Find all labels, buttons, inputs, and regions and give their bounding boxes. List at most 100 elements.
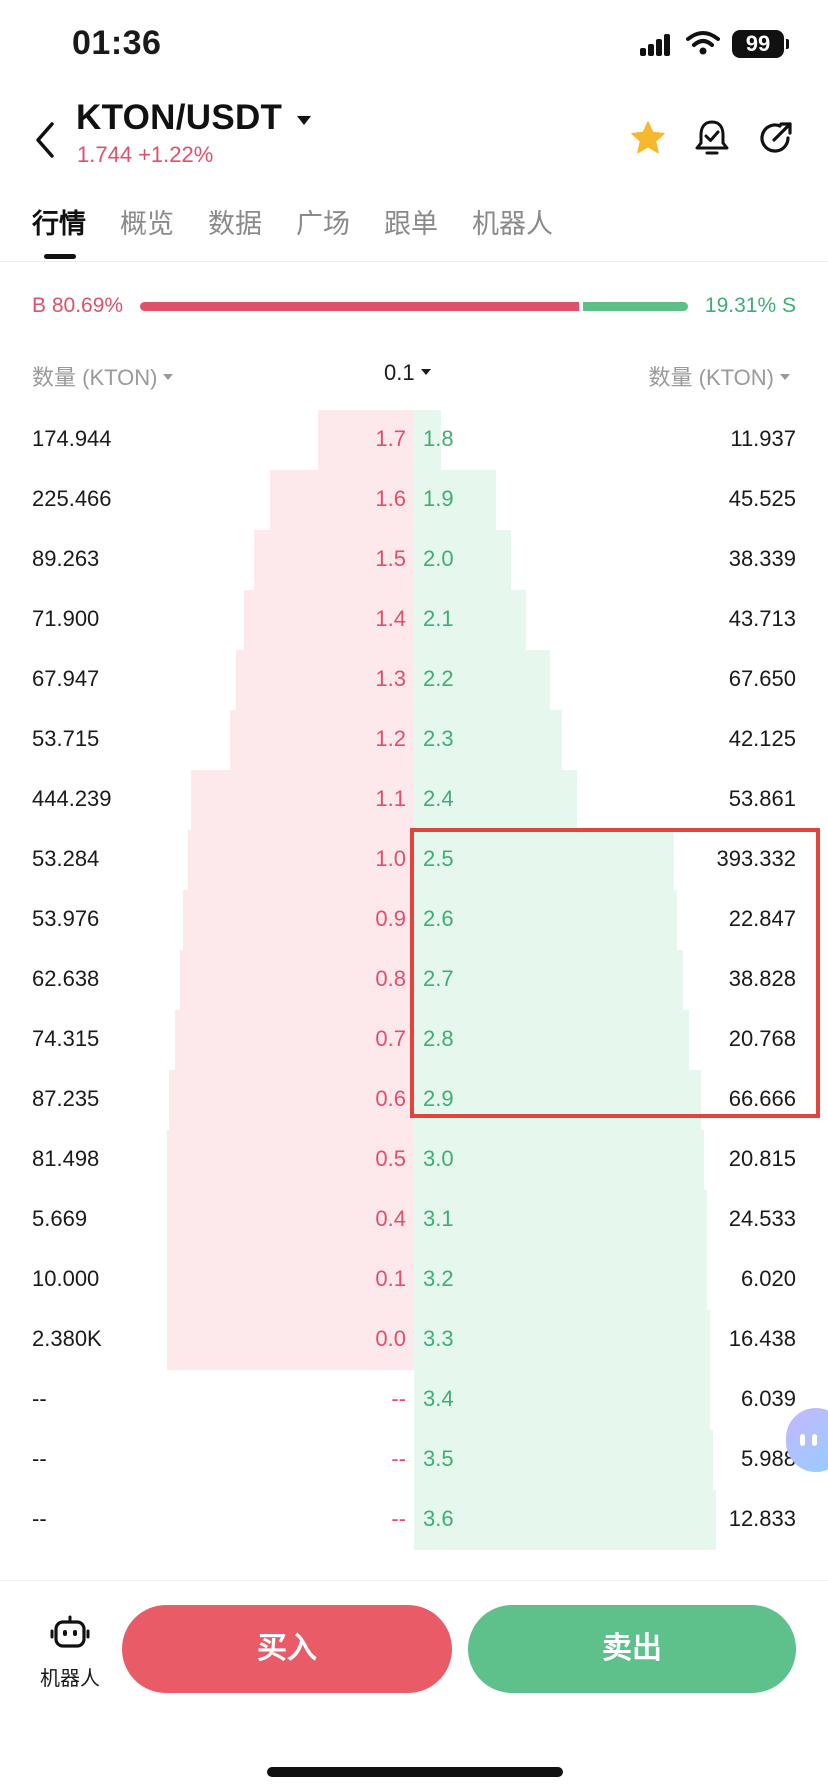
tab-robot[interactable]: 机器人 xyxy=(472,209,553,239)
ask-qty-header[interactable]: 数量 (KTON) xyxy=(649,360,790,392)
ask-quantity: 43.713 xyxy=(728,606,796,631)
status-time: 01:36 xyxy=(72,24,162,62)
order-book-row[interactable]: 2.380K 0.0 3.3 16.438 xyxy=(0,1310,828,1370)
buy-button[interactable]: 买入 xyxy=(122,1605,452,1693)
order-book: 174.944 1.7 1.8 11.937 225.466 1.6 1.9 45.525 89… xyxy=(0,410,828,1570)
ask-price: 3.1 xyxy=(423,1206,454,1231)
tab-copy-trading[interactable]: 跟单 xyxy=(384,209,438,239)
bid-price: 0.5 xyxy=(375,1146,406,1171)
ask-price: 2.7 xyxy=(423,966,454,991)
bid-price: 0.8 xyxy=(375,966,406,991)
precision-select[interactable]: 0.1 xyxy=(384,360,431,386)
ask-quantity: 22.847 xyxy=(728,906,796,931)
bottom-bar: 机器人 买入 卖出 xyxy=(0,1580,828,1792)
pair-title[interactable]: KTON/USDT xyxy=(76,98,283,137)
tab-square[interactable]: 广场 xyxy=(296,209,350,239)
sell-button[interactable]: 卖出 xyxy=(468,1605,796,1693)
ask-depth-bar xyxy=(414,1010,689,1070)
order-book-row[interactable]: 225.466 1.6 1.9 45.525 xyxy=(0,470,828,530)
caret-down-icon xyxy=(780,374,790,381)
share-icon[interactable] xyxy=(756,116,796,160)
assistant-bubble-icon[interactable] xyxy=(786,1408,828,1472)
order-book-row[interactable]: 71.900 1.4 2.1 43.713 xyxy=(0,590,828,650)
bid-quantity: 225.466 xyxy=(32,486,112,511)
ask-qty-header-label: 数量 (KTON) xyxy=(648,365,774,390)
price-line: 1.744 +1.22% xyxy=(77,142,219,168)
bid-quantity: 444.239 xyxy=(32,786,112,811)
bid-depth-bar xyxy=(230,710,414,770)
ask-price: 2.0 xyxy=(423,546,454,571)
order-book-row[interactable]: -- -- 3.4 6.039 xyxy=(0,1370,828,1430)
bid-depth-bar xyxy=(180,950,414,1010)
caret-down-icon xyxy=(163,374,174,381)
order-book-row[interactable]: 5.669 0.4 3.1 24.533 xyxy=(0,1190,828,1250)
order-book-row[interactable]: 89.263 1.5 2.0 38.339 xyxy=(0,530,828,590)
bid-price: 0.7 xyxy=(375,1026,406,1051)
ask-quantity: 45.525 xyxy=(728,486,796,511)
buy-sell-ratio: B 80.69% 19.31% S xyxy=(0,290,828,326)
order-book-row[interactable]: -- -- 3.6 12.833 xyxy=(0,1490,828,1550)
highlight-box xyxy=(410,828,820,1118)
bid-price: 1.7 xyxy=(375,426,406,451)
order-book-row[interactable]: 87.235 0.6 2.9 66.666 xyxy=(0,1070,828,1130)
ask-depth-bar xyxy=(414,1130,704,1190)
tab-market[interactable]: 行情 xyxy=(32,209,86,239)
precision-value: 0.1 xyxy=(384,360,415,385)
wifi-icon xyxy=(686,31,720,55)
bid-price: 0.0 xyxy=(375,1326,406,1351)
order-book-row[interactable]: -- -- 3.5 5.988 xyxy=(0,1430,828,1490)
bid-quantity: 87.235 xyxy=(32,1086,100,1111)
order-book-row[interactable]: 174.944 1.7 1.8 11.937 xyxy=(0,410,828,470)
bid-price: 1.6 xyxy=(375,486,406,511)
robot-button[interactable]: 机器人 xyxy=(34,1615,106,1695)
ask-depth-bar xyxy=(414,1190,707,1250)
bid-depth-bar xyxy=(167,1130,414,1190)
bell-icon[interactable] xyxy=(692,116,732,160)
bid-quantity: 174.944 xyxy=(32,426,112,451)
order-book-row[interactable]: 10.000 0.1 3.2 6.020 xyxy=(0,1250,828,1310)
battery-icon: 99 xyxy=(732,30,789,58)
ask-price: 2.8 xyxy=(423,1026,454,1051)
ask-quantity: 53.861 xyxy=(728,786,796,811)
order-book-row[interactable]: 62.638 0.8 2.7 38.828 xyxy=(0,950,828,1010)
caret-down-icon[interactable] xyxy=(294,110,314,130)
ask-quantity: 393.332 xyxy=(716,846,796,871)
ask-depth-bar xyxy=(414,950,683,1010)
ask-depth-bar xyxy=(414,1070,701,1130)
ask-price: 2.2 xyxy=(423,666,454,691)
ask-price: 3.2 xyxy=(423,1266,454,1291)
ask-depth-bar xyxy=(414,770,577,830)
order-book-row[interactable]: 444.239 1.1 2.4 53.861 xyxy=(0,770,828,830)
ask-quantity: 16.438 xyxy=(728,1326,796,1351)
ask-quantity: 6.039 xyxy=(740,1386,796,1411)
star-icon[interactable] xyxy=(628,116,668,160)
ask-quantity: 12.833 xyxy=(728,1506,796,1531)
bid-price: 1.0 xyxy=(375,846,406,871)
bid-qty-header[interactable]: 数量 (KTON) xyxy=(32,360,174,392)
header: KTON/USDT 1.744 +1.22% xyxy=(0,90,828,190)
ask-depth-bar xyxy=(414,470,496,530)
bid-quantity: -- xyxy=(32,1506,47,1531)
order-book-row[interactable]: 53.976 0.9 2.6 22.847 xyxy=(0,890,828,950)
order-book-row[interactable]: 74.315 0.7 2.8 20.768 xyxy=(0,1010,828,1070)
ask-depth-bar xyxy=(414,710,562,770)
bid-quantity: 5.669 xyxy=(32,1206,88,1231)
bid-quantity: 62.638 xyxy=(32,966,100,991)
order-book-row[interactable]: 81.498 0.5 3.0 20.815 xyxy=(0,1130,828,1190)
bid-depth-bar xyxy=(244,590,414,650)
order-book-row[interactable]: 67.947 1.3 2.2 67.650 xyxy=(0,650,828,710)
order-book-row[interactable]: 53.715 1.2 2.3 42.125 xyxy=(0,710,828,770)
tab-data[interactable]: 数据 xyxy=(208,209,262,239)
bid-depth-bar xyxy=(169,1070,414,1130)
ask-depth-bar xyxy=(414,830,674,890)
order-book-row[interactable]: 53.284 1.0 2.5 393.332 xyxy=(0,830,828,890)
ask-price: 2.9 xyxy=(423,1086,454,1111)
back-icon[interactable] xyxy=(28,118,64,162)
tab-overview[interactable]: 概览 xyxy=(120,209,174,239)
ask-quantity: 66.666 xyxy=(728,1086,796,1111)
bid-depth-bar xyxy=(167,1310,414,1370)
last-price: 1.744 xyxy=(77,142,133,167)
ask-price: 2.6 xyxy=(423,906,454,931)
ask-price: 3.3 xyxy=(423,1326,454,1351)
ratio-bar xyxy=(140,302,688,311)
